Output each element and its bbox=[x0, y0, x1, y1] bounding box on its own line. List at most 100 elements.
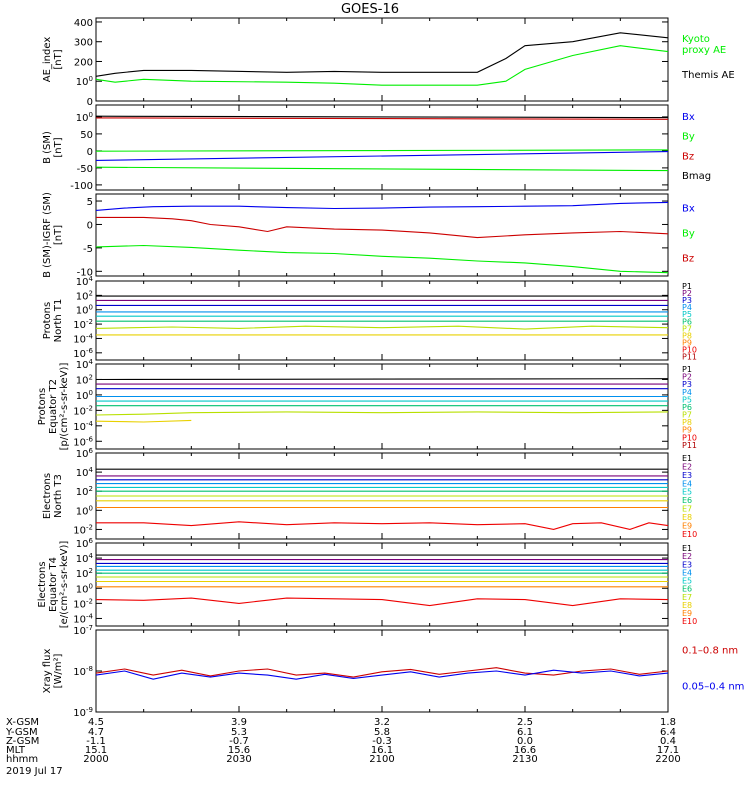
legend-label: 0.05–0.4 nm bbox=[682, 681, 744, 692]
y-axis-title: AE_index bbox=[42, 37, 53, 83]
x-row-label: hhmm bbox=[6, 754, 38, 765]
date-label: 2019 Jul 17 bbox=[6, 766, 63, 777]
legend-label: proxy AE bbox=[682, 45, 726, 56]
y-tick-label: -50 bbox=[77, 164, 93, 175]
series-line-0-1-0-8-nm bbox=[95, 667, 669, 678]
legend-label: P1 bbox=[682, 282, 692, 291]
y-tick-label: 10-2 bbox=[73, 597, 93, 610]
series-line-p1 bbox=[95, 378, 669, 381]
series-line-p7 bbox=[95, 325, 669, 330]
legend-label: P8 bbox=[682, 331, 692, 340]
series-line-themis-ae bbox=[95, 32, 669, 77]
x-row-label: X-GSM bbox=[6, 717, 39, 728]
x-tick-value: 2000 bbox=[83, 754, 108, 765]
series-line-bz bbox=[95, 117, 669, 120]
legend-label: P2 bbox=[682, 289, 692, 298]
legend-label: P4 bbox=[682, 303, 692, 312]
x-tick-value: 15.6 bbox=[228, 745, 250, 756]
y-tick-label: 10-4 bbox=[73, 332, 93, 345]
y-tick-label: -100 bbox=[70, 181, 93, 192]
x-tick-value: 3.9 bbox=[231, 717, 247, 728]
x-tick-value: 2130 bbox=[512, 754, 537, 765]
legend-label: E3 bbox=[682, 560, 692, 569]
legend-label: E5 bbox=[682, 488, 692, 497]
x-tick-value: 6.1 bbox=[517, 727, 533, 738]
series-line-bmag-low bbox=[95, 166, 669, 172]
legend-label: P8 bbox=[682, 418, 692, 427]
legend-label: E6 bbox=[682, 496, 692, 505]
x-tick-value: 0.4 bbox=[660, 736, 676, 747]
y-tick-label: 10-2 bbox=[73, 404, 93, 417]
series-line-bx bbox=[95, 201, 669, 211]
legend-label: P3 bbox=[682, 380, 692, 389]
y-tick-label: 5 bbox=[87, 197, 93, 208]
legend-label: P5 bbox=[682, 310, 692, 319]
y-axis-title: North T1 bbox=[53, 299, 64, 343]
legend-label: E9 bbox=[682, 609, 692, 618]
y-tick-label: 10-2 bbox=[73, 318, 93, 331]
series-line-bx bbox=[95, 151, 669, 161]
legend-label: E1 bbox=[682, 544, 692, 553]
series-line-bz bbox=[96, 216, 669, 239]
legend-label: Bz bbox=[682, 253, 694, 264]
y-tick-label: 0 bbox=[87, 220, 93, 231]
x-tick-value: 15.1 bbox=[85, 745, 107, 756]
x-tick-value: 6.4 bbox=[660, 727, 676, 738]
y-tick-label: 100 bbox=[76, 75, 93, 88]
y-tick-label: 400 bbox=[74, 18, 93, 29]
y-tick-label: 10-8 bbox=[73, 665, 93, 678]
x-row-label: MLT bbox=[6, 745, 26, 756]
x-tick-value: 17.1 bbox=[657, 745, 679, 756]
legend-label: E4 bbox=[682, 479, 692, 488]
y-tick-label: 106 bbox=[76, 447, 94, 460]
x-tick-value: 0.0 bbox=[517, 736, 533, 747]
legend-label: E3 bbox=[682, 471, 692, 480]
series-line-p7 bbox=[95, 411, 669, 416]
x-tick-value: -0.7 bbox=[229, 736, 249, 747]
legend-label: E6 bbox=[682, 585, 692, 594]
series-line-e10 bbox=[96, 521, 669, 530]
series-line-kyoto-proxy-ae bbox=[95, 45, 669, 86]
y-tick-label: 50 bbox=[80, 130, 93, 141]
legend-label: Bz bbox=[682, 151, 694, 162]
y-tick-label: 0 bbox=[87, 97, 93, 108]
y-tick-label: 10-4 bbox=[73, 420, 93, 433]
y-tick-label: 100 bbox=[76, 582, 93, 595]
legend-label: 0.1–0.8 nm bbox=[682, 646, 738, 657]
y-axis-title: [e/(cm²-s-sr-keV)] bbox=[59, 541, 70, 629]
x-tick-value: 5.3 bbox=[231, 727, 247, 738]
legend-label: P7 bbox=[682, 324, 692, 333]
legend-label: P11 bbox=[682, 441, 697, 450]
y-tick-label: 102 bbox=[76, 373, 93, 386]
y-tick-label: 0 bbox=[87, 147, 93, 158]
x-tick-value: 4.7 bbox=[88, 727, 104, 738]
y-axis-title: Equator T4 bbox=[48, 557, 59, 612]
legend-label: P5 bbox=[682, 395, 692, 404]
x-tick-value: -1.1 bbox=[86, 736, 106, 747]
panel-frame bbox=[95, 17, 669, 102]
y-tick-label: 100 bbox=[76, 304, 93, 317]
x-tick-value: 4.5 bbox=[88, 717, 104, 728]
series-line-p8 bbox=[95, 419, 192, 423]
y-tick-label: 200 bbox=[74, 57, 93, 68]
x-tick-value: 2200 bbox=[655, 754, 680, 765]
legend-label: E7 bbox=[682, 505, 692, 514]
y-axis-title: Equator T2 bbox=[48, 379, 59, 434]
x-row-label: Y-GSM bbox=[5, 727, 38, 738]
y-axis-title: [W/m²] bbox=[53, 653, 64, 688]
legend-label: E9 bbox=[682, 521, 692, 530]
y-tick-label: 100 bbox=[76, 389, 93, 402]
legend-label: By bbox=[682, 132, 695, 143]
y-axis-title: [p/(cm²-s-sr-keV)] bbox=[59, 363, 70, 451]
series-line-0-05-0-4-nm bbox=[95, 669, 669, 680]
legend-label: E5 bbox=[682, 577, 692, 586]
panel-frame bbox=[95, 363, 669, 450]
plot-title: GOES-16 bbox=[341, 2, 399, 17]
legend-label: P1 bbox=[682, 365, 692, 374]
